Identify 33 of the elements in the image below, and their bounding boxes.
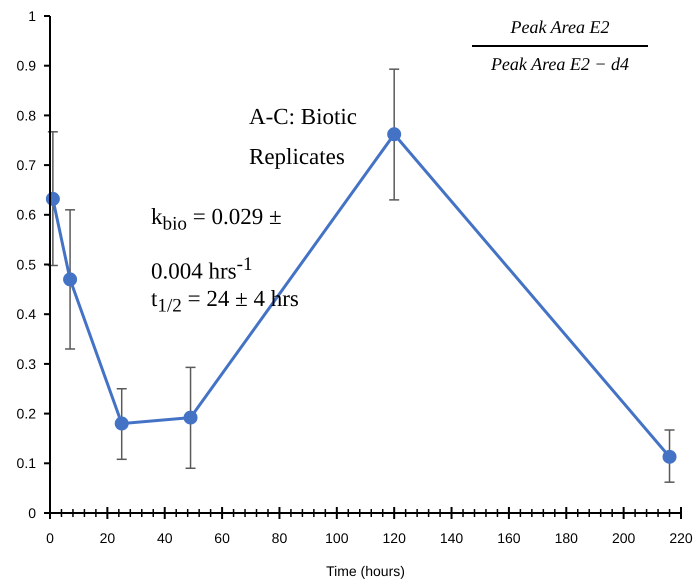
annotation: Peak Area E2 — [510, 16, 610, 39]
point — [387, 127, 402, 142]
y-tick-label: 0.6 — [16, 206, 36, 223]
x-tick-label: 200 — [612, 530, 636, 546]
x-tick-label: 120 — [382, 530, 406, 546]
x-tick-label: 160 — [497, 530, 521, 546]
point — [114, 416, 129, 431]
x-tick-label: 40 — [156, 530, 173, 546]
x-tick-label: 220 — [669, 530, 693, 546]
point — [63, 272, 78, 286]
x-tick-label: 60 — [214, 530, 230, 546]
y-tick-label: 0.8 — [16, 107, 36, 124]
annotation: A-C: Biotic Replicates — [249, 103, 358, 171]
point — [184, 410, 198, 425]
text: k$_{bio}$ = 0.029 ± 0.004 hrs$^{-1}$ — [151, 204, 282, 284]
y-tick-label: 0.1 — [16, 455, 36, 472]
x-tick-label: 140 — [440, 530, 464, 546]
y-tick-label: 0.2 — [16, 406, 36, 422]
x-axis-title: Time (hours) — [326, 563, 405, 579]
y-tick-label: 1 — [28, 8, 36, 24]
y-tick-label: 0 — [28, 504, 36, 521]
point — [662, 450, 677, 464]
annotation: Peak Area E2 − d4 — [490, 53, 630, 76]
x-tick-label: 80 — [272, 530, 288, 546]
y-tick-label: 0.7 — [16, 157, 36, 173]
y-tick-label: 0.9 — [16, 58, 36, 74]
y-tick-label: 0.3 — [16, 356, 36, 372]
x-tick-label: 180 — [554, 530, 578, 546]
x-tick-label: 20 — [100, 530, 116, 546]
y-tick-label: 0.5 — [16, 256, 36, 272]
y-tick-label: 0.4 — [16, 306, 36, 322]
x-tick-label: 0 — [46, 530, 54, 546]
x-tick-label: 100 — [325, 530, 349, 546]
